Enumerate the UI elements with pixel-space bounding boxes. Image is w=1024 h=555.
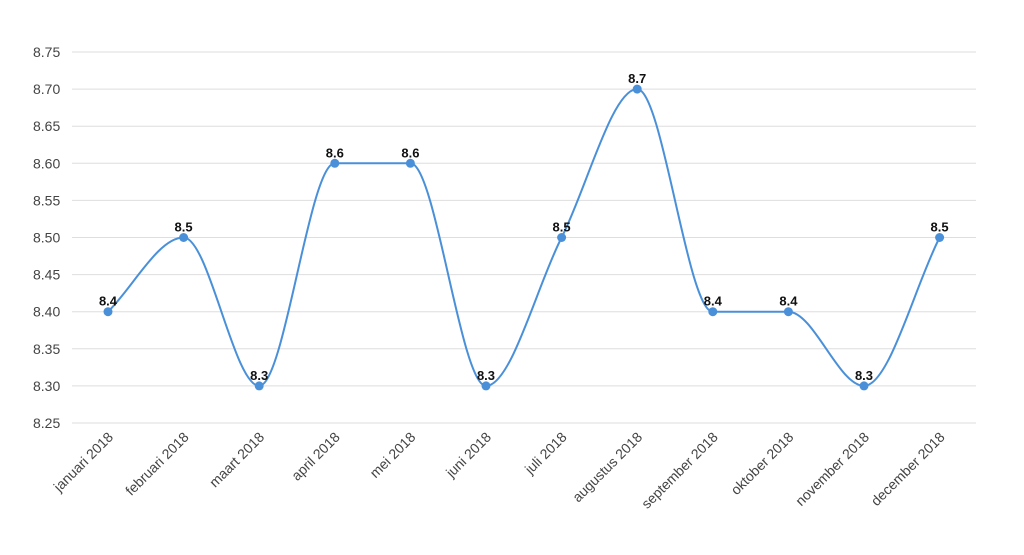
x-tick-label: februari 2018 (122, 429, 192, 499)
x-tick-label: april 2018 (288, 429, 343, 484)
y-axis-tick-labels: 8.25 8.30 8.35 8.40 8.45 8.50 8.55 8.60 8.65 8.70… (33, 44, 60, 431)
y-tick-label: 8.40 (33, 304, 60, 320)
data-label: 8.5 (931, 220, 949, 235)
x-tick-label: oktober 2018 (727, 429, 796, 498)
data-point (783, 307, 793, 317)
data-point (179, 233, 189, 242)
y-tick-label: 8.35 (33, 341, 60, 357)
data-label: 8.7 (628, 71, 646, 86)
data-point (859, 381, 869, 391)
x-tick-label: juni 2018 (442, 429, 494, 481)
data-label: 8.3 (855, 368, 873, 383)
x-tick-label: juli 2018 (521, 429, 570, 478)
data-label: 8.5 (175, 220, 193, 235)
y-tick-label: 8.65 (33, 118, 60, 134)
y-tick-label: 8.70 (33, 81, 60, 97)
x-tick-label: november 2018 (792, 429, 872, 509)
data-labels: 8.4 8.5 8.3 8.6 8.6 8.3 8.5 8.7 8.4 8.4 8.3 8.5 (99, 71, 949, 383)
grid-lines (72, 51, 976, 424)
x-tick-label: januari 2018 (50, 429, 117, 496)
data-points (103, 84, 945, 391)
y-tick-label: 8.30 (33, 378, 60, 394)
y-tick-label: 8.50 (33, 230, 60, 246)
y-tick-label: 8.60 (33, 155, 60, 171)
data-point (330, 158, 340, 168)
x-tick-label: augustus 2018 (569, 429, 645, 505)
data-label: 8.4 (99, 294, 118, 309)
data-point (632, 84, 642, 94)
data-label: 8.4 (704, 294, 723, 309)
data-label: 8.3 (250, 368, 268, 383)
data-label: 8.4 (779, 294, 798, 309)
data-point (557, 233, 567, 242)
data-point (405, 158, 415, 168)
data-label: 8.6 (401, 145, 419, 160)
data-point (708, 307, 718, 317)
data-point (481, 381, 491, 391)
x-tick-label: september 2018 (638, 429, 721, 512)
y-tick-label: 8.45 (33, 267, 60, 283)
y-tick-label: 8.55 (33, 192, 60, 208)
x-tick-label: mei 2018 (366, 429, 418, 481)
data-label: 8.3 (477, 368, 495, 383)
data-point (103, 307, 113, 317)
data-point (935, 233, 945, 242)
x-axis-tick-labels: januari 2018 februari 2018 maart 2018 april… (50, 429, 948, 512)
y-tick-label: 8.25 (33, 415, 60, 431)
y-tick-label: 8.75 (33, 44, 60, 60)
x-tick-label: maart 2018 (206, 429, 268, 491)
data-label: 8.6 (326, 145, 344, 160)
data-point (254, 381, 264, 391)
data-label: 8.5 (553, 220, 571, 235)
x-tick-label: december 2018 (868, 429, 948, 509)
